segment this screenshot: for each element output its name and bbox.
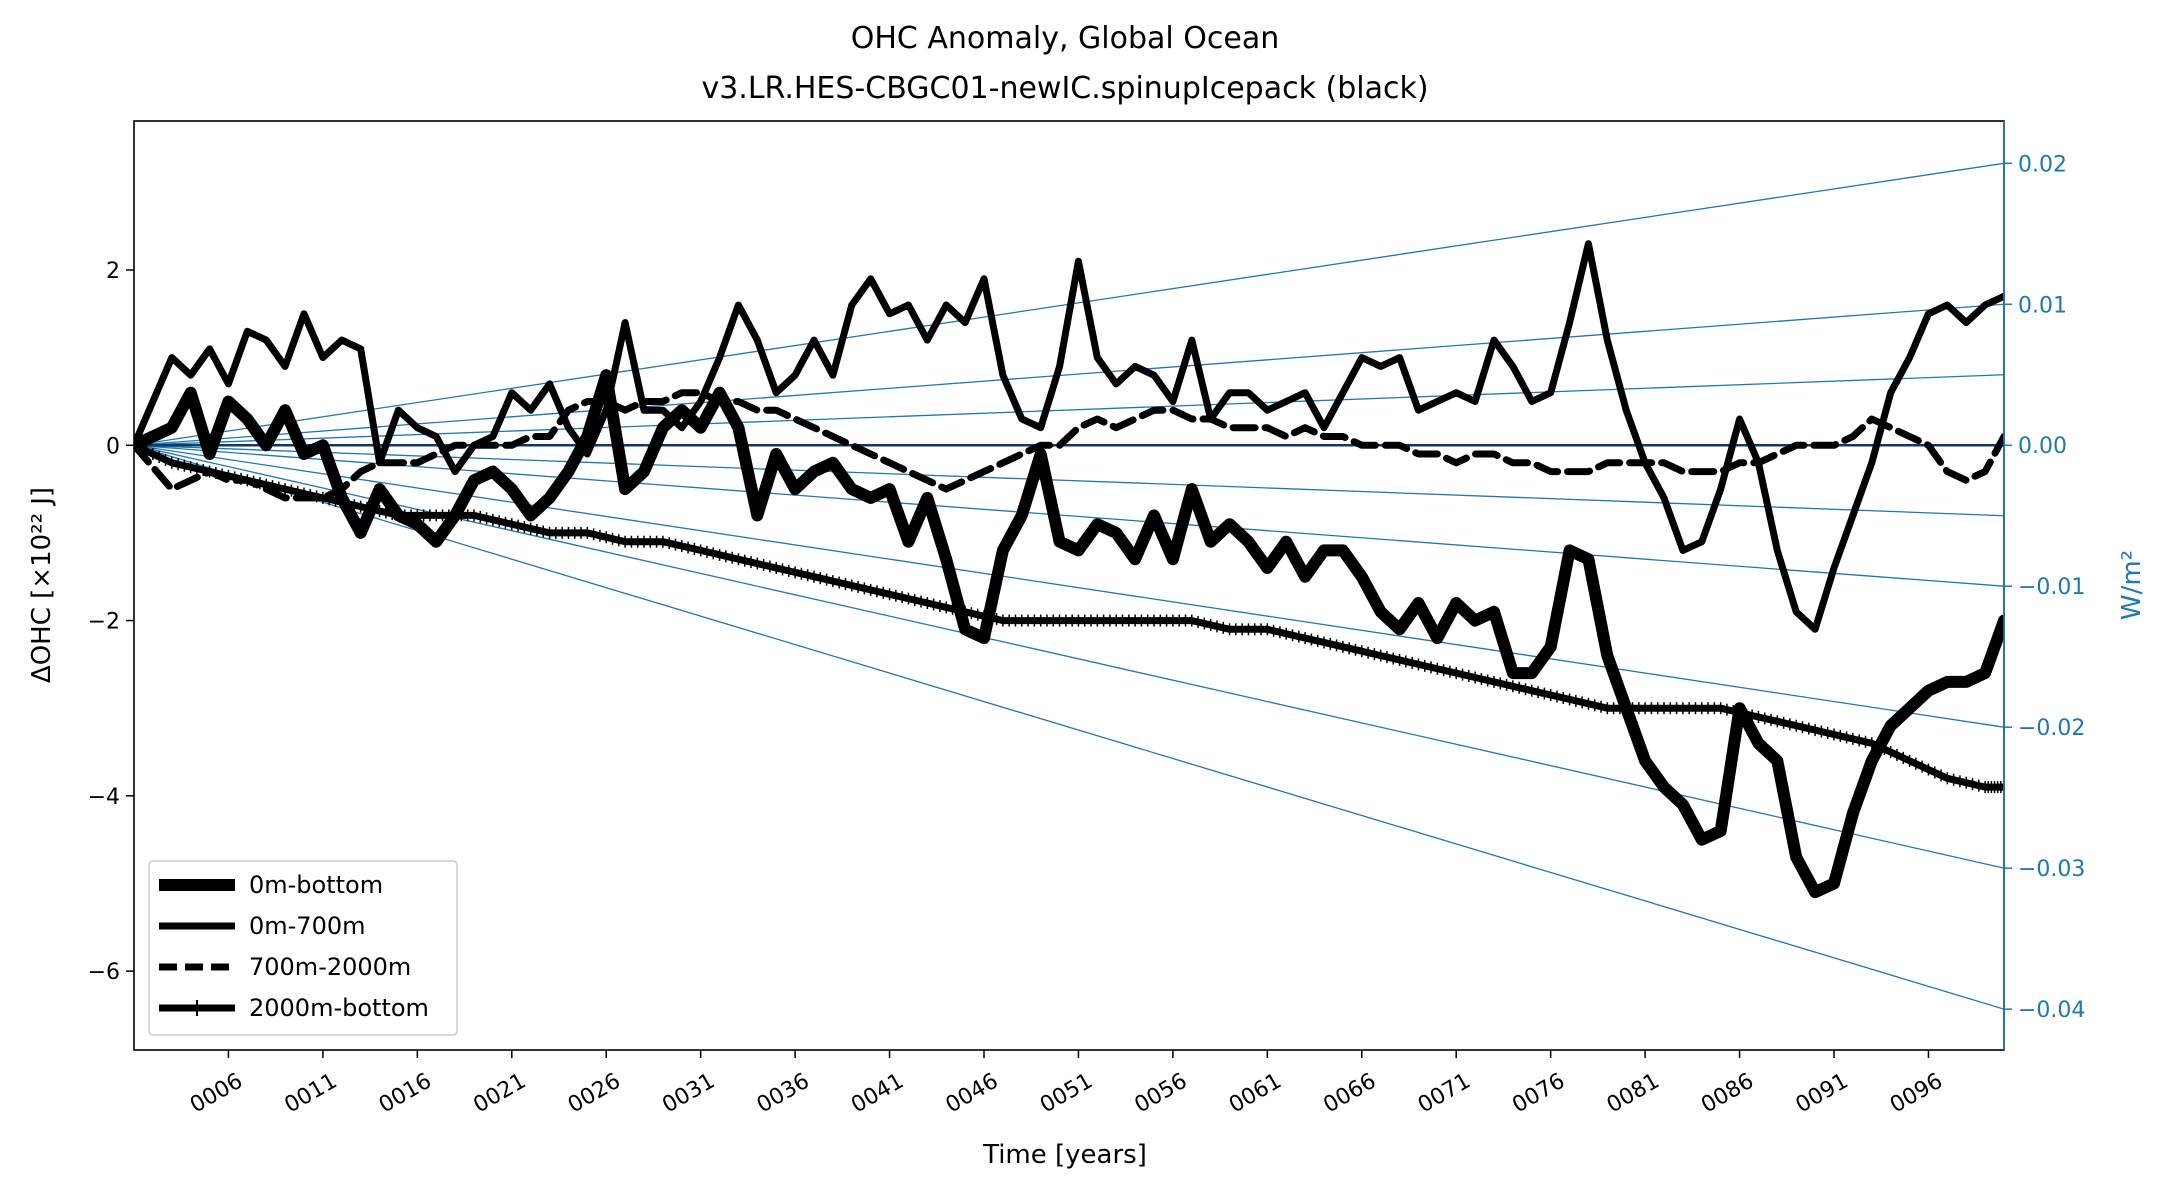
x-tick-label: 0021 <box>469 1069 530 1119</box>
reference-line <box>134 444 2004 728</box>
y-tick-label: −2 <box>88 610 120 635</box>
series-line-0m-bottom <box>134 369 2004 899</box>
x-tick-label: 0086 <box>1697 1069 1758 1119</box>
y-axis-label: ΔOHC [×10²² J] <box>27 487 57 683</box>
x-tick-label: 0076 <box>1508 1069 1569 1119</box>
x-tick-label: 0051 <box>1036 1069 1097 1119</box>
x-tick-label: 0061 <box>1225 1069 1286 1119</box>
y-right-tick-label: 0.02 <box>2018 152 2067 177</box>
y-right-tick-label: −0.03 <box>2018 857 2085 882</box>
y-tick-label: −6 <box>88 960 120 985</box>
y-tick-label: −4 <box>88 785 120 810</box>
x-tick-label: 0026 <box>564 1069 625 1119</box>
y-right-axis-label: W/m² <box>2117 550 2147 620</box>
x-tick-label: 0096 <box>1886 1069 1947 1119</box>
legend-box <box>148 860 458 1036</box>
x-tick-label: 0091 <box>1792 1069 1853 1119</box>
legend-label-0m-bottom: 0m-bottom <box>249 871 383 899</box>
y-tick-label: 2 <box>106 259 120 284</box>
x-tick-label: 0031 <box>658 1069 719 1119</box>
reference-line <box>134 444 2004 587</box>
plot-area <box>134 162 2004 1010</box>
x-axis-label: Time [years] <box>982 1140 1147 1170</box>
x-tick-label: 0036 <box>753 1069 814 1119</box>
x-tick-label: 0081 <box>1603 1069 1664 1119</box>
x-tick-label: 0041 <box>847 1069 908 1119</box>
reference-line <box>134 444 2004 1010</box>
legend-label-0m-700m: 0m-700m <box>249 912 366 940</box>
x-tick-label: 0011 <box>280 1069 341 1119</box>
reference-line <box>134 303 2004 446</box>
chart-subtitle: v3.LR.HES-CBGC01-newIC.spinupIcepack (bl… <box>701 71 1428 106</box>
legend-label-700m-2000m: 700m-2000m <box>249 953 411 981</box>
legend-label-2000m-bottom: 2000m-bottom <box>249 994 429 1022</box>
plot-clip-group <box>134 162 2004 1010</box>
y-right-tick-label: −0.04 <box>2018 998 2085 1023</box>
x-tick-label: 0046 <box>942 1069 1003 1119</box>
x-tick-label: 0056 <box>1130 1069 1191 1119</box>
y-right-tick-label: 0.00 <box>2018 434 2067 459</box>
y-right-tick-label: 0.01 <box>2018 293 2067 318</box>
y-right-tick-label: −0.02 <box>2018 716 2085 741</box>
x-tick-label: 0016 <box>375 1069 436 1119</box>
y-right-tick-label: −0.01 <box>2018 575 2085 600</box>
series-line-700m-2000m <box>134 389 2004 502</box>
series-line-0m-700m <box>134 240 2004 633</box>
x-tick-label: 0066 <box>1319 1069 1380 1119</box>
chart-title: OHC Anomaly, Global Ocean <box>851 21 1280 56</box>
y-tick-label: 0 <box>106 434 120 459</box>
x-tick-label: 0071 <box>1414 1069 1475 1119</box>
x-tick-label: 0006 <box>186 1069 247 1119</box>
series-line-2000m-bottom <box>134 441 2004 791</box>
reference-line <box>134 374 2004 446</box>
legend: 0m-bottom 0m-700m 700m-2000m 2000m-bottom <box>148 860 458 1036</box>
